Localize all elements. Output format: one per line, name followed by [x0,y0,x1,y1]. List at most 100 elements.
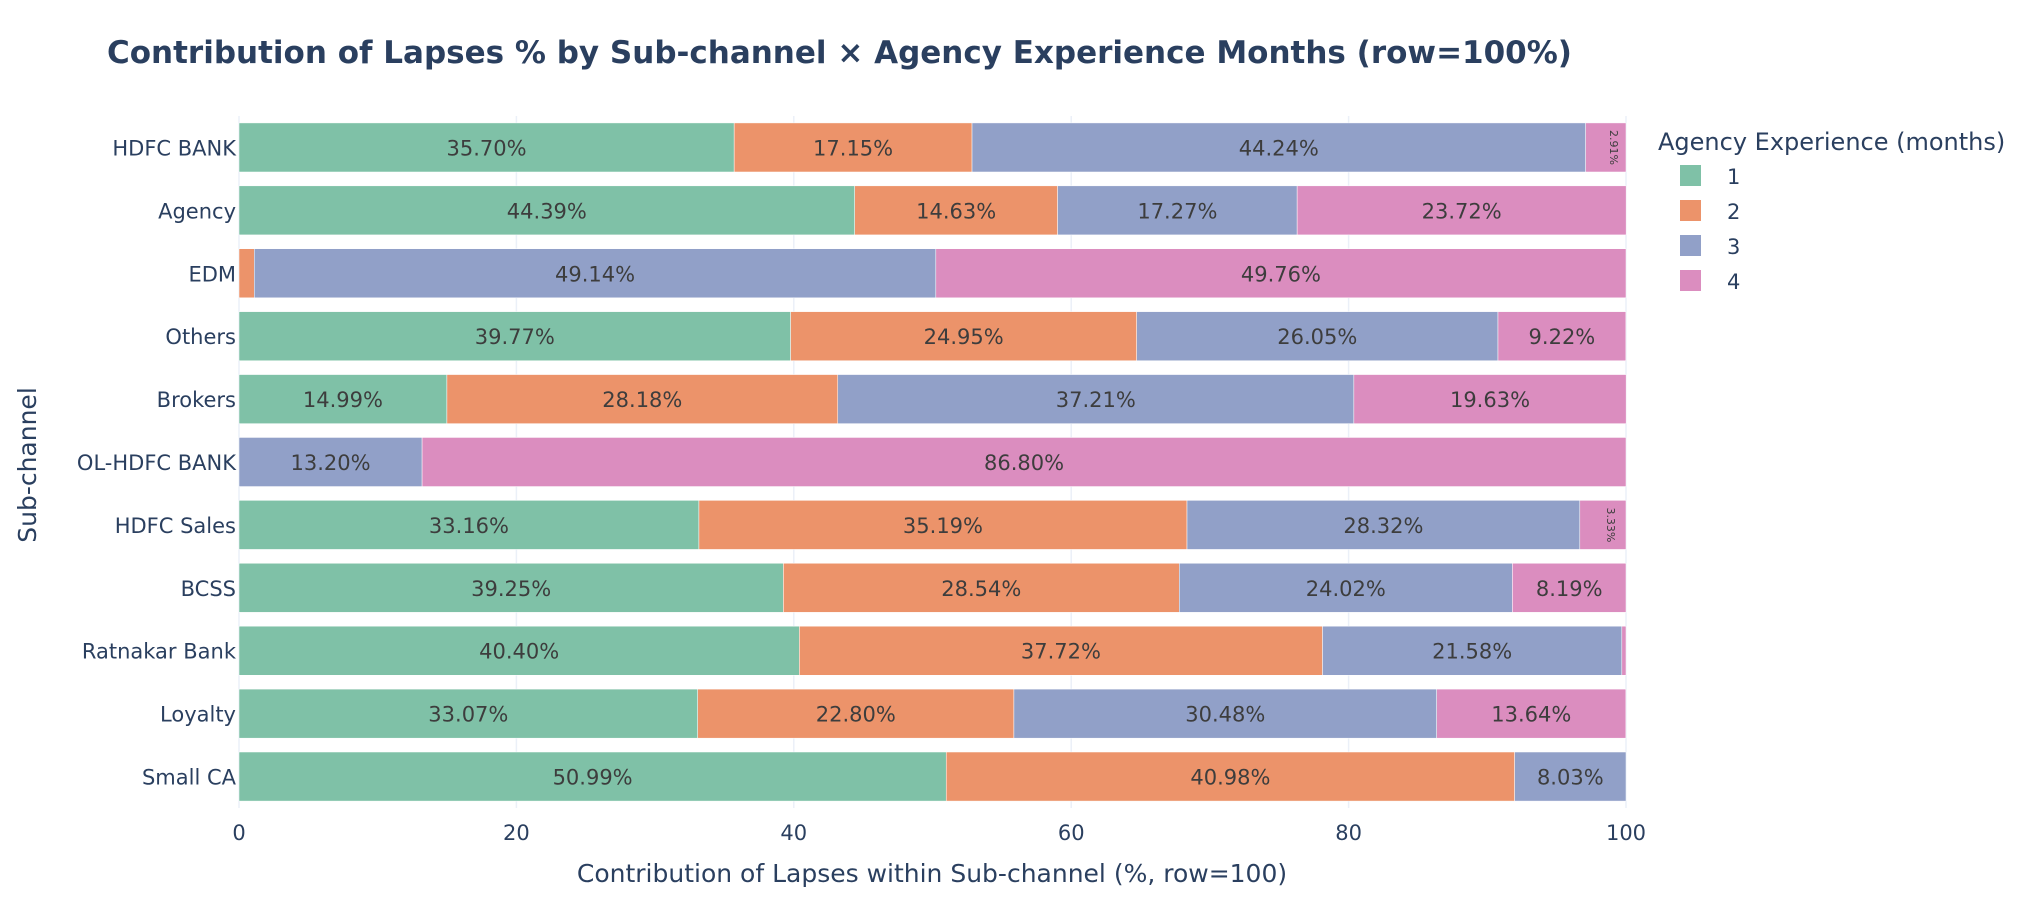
segment-label-bcss-series-2: 28.54% [941,577,1021,601]
segment-label-ol-hdfc-bank-series-4: 86.80% [984,451,1064,475]
segment-label-bcss-series-4: 8.19% [1536,577,1603,601]
legend-swatch-3 [1680,235,1701,256]
legend-swatch-1 [1680,165,1701,186]
y-tick-ratnakar-bank: Ratnakar Bank [82,640,237,664]
bar-agency-series-4 [1296,185,1627,236]
bar-bcss-series-1 [238,563,784,613]
segment-label-bcss-series-1: 39.25% [471,577,551,601]
segment-label-hdfc-bank-series-4: 2.91% [1607,130,1620,165]
segment-label-ratnakar-bank-series-1: 40.40% [479,640,559,664]
segment-label-agency-series-3: 17.27% [1137,199,1217,223]
segment-label-brokers-series-2: 28.18% [602,388,682,412]
legend-label-1: 1 [1727,165,1740,189]
y-tick-hdfc-sales: HDFC Sales [115,514,236,538]
segment-label-small-ca-series-1: 50.99% [553,766,633,790]
bar-ratnakar-bank-series-4 [1621,625,1627,676]
legend-label-4: 4 [1727,270,1740,294]
segment-label-brokers-series-1: 14.99% [303,388,383,412]
segment-label-ol-hdfc-bank-series-3: 13.20% [291,451,371,475]
y-tick-small-ca: Small CA [142,766,237,790]
segment-label-loyalty-series-1: 33.07% [428,703,508,727]
bar-agency-series-1 [238,185,855,236]
legend-label-2: 2 [1727,200,1740,224]
bar-hdfc-bank-series-1 [238,122,735,173]
bar-bcss-series-3 [1178,563,1513,613]
chart-title: Contribution of Lapses % by Sub-channel … [107,35,1572,71]
y-tick-brokers: Brokers [157,388,236,412]
bar-small-ca-series-2 [945,751,1515,802]
bar-loyalty-series-2 [697,688,1015,739]
segment-label-hdfc-sales-series-1: 33.16% [429,514,509,538]
segment-label-others-series-4: 9.22% [1529,325,1596,349]
segment-label-others-series-1: 39.77% [475,325,555,349]
legend-title: Agency Experience (months) [1658,128,2005,156]
segment-label-edm-series-4: 49.76% [1241,262,1321,286]
segment-label-brokers-series-3: 37.21% [1056,388,1136,412]
bar-others-series-1 [238,311,791,361]
segment-label-others-series-2: 24.95% [924,325,1004,349]
x-tick-100: 100 [1606,821,1646,845]
segment-label-loyalty-series-2: 22.80% [816,703,896,727]
bar-ratnakar-bank-series-1 [238,625,800,676]
x-tick-0: 0 [232,821,245,845]
y-tick-edm: EDM [188,262,236,286]
segment-label-agency-series-2: 14.63% [916,199,996,223]
segment-labels: 35.70% 17.15% 44.24% 2.91% 44.39% 14.63% 17.27… [291,130,1620,790]
x-tick-20: 20 [503,821,530,845]
segment-label-others-series-3: 26.05% [1277,325,1357,349]
segment-label-agency-series-4: 23.72% [1422,199,1502,223]
y-tick-bcss: BCSS [181,577,236,601]
bar-small-ca-series-1 [238,751,947,802]
segment-label-hdfc-bank-series-2: 17.15% [813,136,893,160]
segment-label-small-ca-series-3: 8.03% [1537,766,1604,790]
y-tick-hdfc-bank: HDFC BANK [112,136,237,160]
bar-others-series-4 [1497,311,1627,361]
bar-hdfc-sales-series-1 [238,500,700,550]
bar-others-series-3 [1136,311,1499,361]
bar-brokers-series-3 [837,374,1355,424]
bar-ol-hdfc-bank-series-4 [421,437,1627,487]
bar-edm-series-2 [238,248,255,299]
bar-bcss-series-4 [1512,563,1627,613]
bar-loyalty-series-4 [1436,688,1627,739]
segment-label-ratnakar-bank-series-3: 21.58% [1432,640,1512,664]
x-tick-40: 40 [780,821,807,845]
legend-label-3: 3 [1727,235,1740,259]
segment-label-hdfc-sales-series-2: 35.19% [903,514,983,538]
bar-ol-hdfc-bank-series-3 [238,437,423,487]
segment-label-small-ca-series-2: 40.98% [1190,766,1270,790]
segment-label-brokers-series-4: 19.63% [1450,388,1530,412]
legend-swatch-4 [1680,270,1701,291]
bar-agency-series-3 [1057,185,1298,236]
legend-swatch-2 [1680,200,1701,221]
bar-hdfc-sales-series-4 [1579,500,1627,550]
y-axis-title: Sub-channel [13,387,42,543]
y-tick-loyalty: Loyalty [160,703,236,727]
segment-label-edm-series-3: 49.14% [555,262,635,286]
bar-edm-series-4 [935,248,1627,299]
bars [238,122,1627,802]
segment-label-agency-series-1: 44.39% [507,199,587,223]
segment-label-loyalty-series-4: 13.64% [1491,703,1571,727]
segment-label-hdfc-sales-series-4: 3.33% [1604,507,1617,542]
segment-label-bcss-series-3: 24.02% [1306,577,1386,601]
bar-hdfc-bank-series-4 [1585,122,1627,173]
bar-agency-series-2 [854,185,1058,236]
x-axis-title: Contribution of Lapses within Sub-channe… [577,859,1287,888]
segment-label-hdfc-bank-series-3: 44.24% [1239,136,1319,160]
segment-label-hdfc-bank-series-1: 35.70% [447,136,527,160]
bar-others-series-2 [790,311,1137,361]
y-tick-agency: Agency [158,199,236,223]
segment-label-ratnakar-bank-series-2: 37.72% [1021,640,1101,664]
legend: Agency Experience (months) 1 2 3 4 [1658,128,2005,294]
segment-label-loyalty-series-3: 30.48% [1185,703,1265,727]
y-tick-others: Others [165,325,236,349]
bar-loyalty-series-3 [1013,688,1437,739]
bar-ratnakar-bank-series-2 [799,625,1323,676]
bar-hdfc-sales-series-3 [1186,500,1581,550]
bar-small-ca-series-3 [1514,751,1627,802]
x-tick-60: 60 [1058,821,1085,845]
x-tick-80: 80 [1335,821,1362,845]
bar-ratnakar-bank-series-3 [1322,625,1623,676]
